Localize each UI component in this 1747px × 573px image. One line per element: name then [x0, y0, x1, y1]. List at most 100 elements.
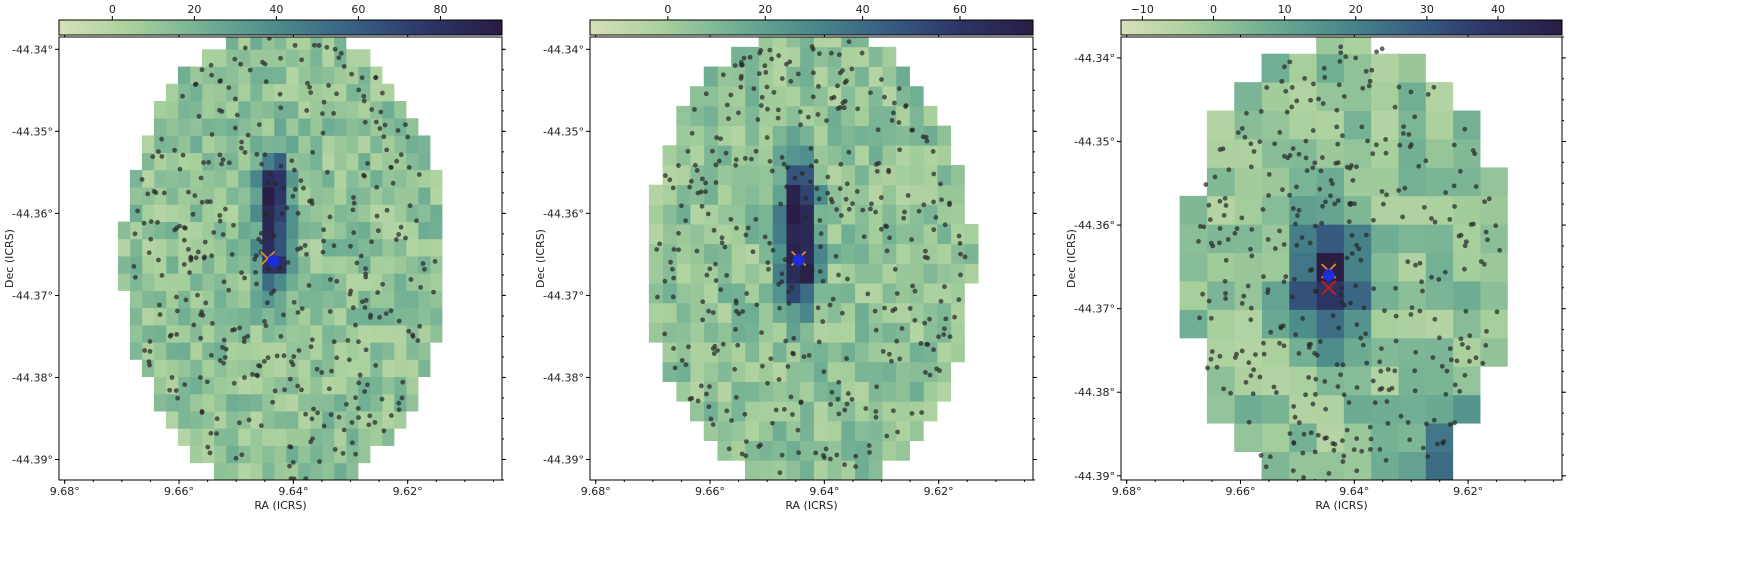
colorbar — [58, 19, 503, 36]
source-point — [156, 257, 161, 263]
source-point — [1365, 138, 1370, 144]
source-point — [1257, 139, 1263, 145]
source-point — [801, 354, 807, 360]
heatmap-cell — [237, 118, 251, 136]
heatmap-cell — [786, 86, 801, 107]
source-point — [829, 199, 835, 205]
source-point — [1248, 164, 1254, 170]
source-point — [265, 355, 271, 361]
source-point — [792, 175, 798, 181]
heatmap-cell — [189, 428, 203, 446]
heatmap-cell — [165, 221, 179, 240]
heatmap-cell — [772, 224, 787, 245]
source-point — [808, 163, 814, 169]
source-point — [936, 334, 941, 340]
heatmap-cell — [369, 273, 383, 291]
source-point — [1321, 65, 1327, 71]
source-point — [956, 297, 962, 303]
heatmap-cell — [357, 66, 371, 85]
source-point — [828, 456, 833, 462]
source-point — [1248, 141, 1254, 147]
heatmap-cell — [249, 169, 263, 188]
source-point — [359, 75, 365, 81]
source-point — [759, 94, 765, 100]
source-point — [1369, 67, 1375, 73]
heatmap-cell — [273, 135, 287, 154]
source-point — [1283, 88, 1289, 94]
heatmap-cell — [703, 361, 718, 382]
source-point — [1333, 160, 1339, 166]
heatmap-cell — [799, 46, 814, 67]
source-point — [1401, 131, 1406, 136]
source-point — [818, 231, 824, 237]
heatmap-cell — [153, 118, 167, 136]
heatmap-cell — [309, 445, 323, 464]
source-point — [868, 90, 873, 96]
heatmap-cell — [676, 164, 691, 186]
source-point — [873, 414, 879, 420]
heatmap-cell — [189, 135, 203, 154]
source-point — [1322, 379, 1328, 384]
source-point — [181, 237, 187, 243]
source-point — [131, 264, 137, 269]
heatmap-cell — [237, 462, 251, 480]
source-point — [311, 406, 316, 412]
source-point — [813, 450, 819, 456]
source-point — [844, 78, 849, 84]
source-point — [775, 115, 781, 121]
heatmap-cell — [1206, 110, 1235, 140]
heatmap-cell — [1425, 394, 1454, 424]
heatmap-cell — [690, 243, 705, 264]
heatmap-cell — [429, 187, 443, 205]
heatmap-cell — [213, 221, 227, 240]
heatmap-cell — [165, 411, 179, 429]
source-point — [830, 296, 836, 302]
source-point — [778, 201, 784, 207]
heatmap-cell — [703, 204, 718, 225]
heatmap-cell — [189, 83, 203, 102]
x-tick-label: 9.66° — [695, 485, 725, 498]
source-point — [291, 299, 297, 305]
source-point — [889, 118, 895, 123]
heatmap-cell — [249, 307, 263, 326]
heatmap-cell — [417, 187, 431, 205]
heatmap-cell — [333, 342, 347, 360]
heatmap-cell — [237, 393, 251, 412]
heatmap-cell — [165, 290, 179, 309]
source-point — [782, 257, 788, 263]
heatmap-cell — [213, 462, 227, 480]
source-point — [827, 302, 833, 308]
heatmap-cell — [758, 401, 773, 422]
source-points — [131, 37, 438, 480]
source-point — [777, 305, 782, 311]
source-point — [1368, 436, 1374, 442]
heatmap-cell — [321, 135, 335, 154]
heatmap-cell — [786, 322, 801, 343]
source-point — [1356, 246, 1362, 252]
source-point — [284, 205, 290, 211]
heatmap-cell — [1370, 394, 1399, 424]
heatmap-cell — [285, 307, 299, 326]
heatmap-cell — [703, 420, 718, 442]
heatmap-cell — [429, 256, 443, 274]
source-point — [1451, 142, 1457, 148]
heatmap-cell — [297, 135, 311, 154]
source-point — [422, 266, 427, 272]
source-point — [1482, 199, 1488, 205]
source-point — [1287, 153, 1293, 158]
source-point — [765, 380, 770, 386]
heatmap-cell — [333, 393, 347, 412]
source-point — [196, 113, 202, 119]
source-point — [683, 218, 689, 223]
heatmap-cell — [429, 290, 443, 309]
heatmap-cell — [309, 100, 323, 119]
heatmap-cell — [333, 204, 347, 222]
heatmap-cell — [369, 307, 383, 326]
source-point — [1480, 360, 1486, 366]
source-point — [309, 337, 315, 343]
heatmap-cell — [189, 204, 203, 222]
heatmap-cell — [854, 283, 869, 304]
source-point — [379, 90, 385, 96]
heatmap-cell — [854, 125, 869, 146]
heatmap-cell — [309, 169, 323, 188]
